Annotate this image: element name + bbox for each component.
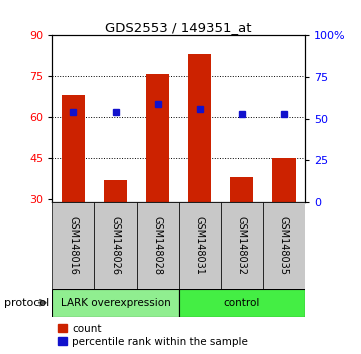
Bar bbox=[146, 74, 169, 202]
Bar bbox=[263, 202, 305, 289]
Bar bbox=[52, 202, 95, 289]
Text: GSM148031: GSM148031 bbox=[195, 216, 205, 275]
Title: GDS2553 / 149351_at: GDS2553 / 149351_at bbox=[105, 21, 252, 34]
Text: GSM148016: GSM148016 bbox=[68, 216, 78, 275]
Text: GSM148035: GSM148035 bbox=[279, 216, 289, 275]
Bar bbox=[136, 202, 179, 289]
Legend: count, percentile rank within the sample: count, percentile rank within the sample bbox=[57, 324, 248, 347]
Bar bbox=[273, 158, 296, 202]
Bar bbox=[52, 289, 179, 317]
Text: GSM148026: GSM148026 bbox=[110, 216, 121, 275]
Bar bbox=[179, 202, 221, 289]
Text: GSM148032: GSM148032 bbox=[237, 216, 247, 275]
Bar bbox=[62, 96, 85, 202]
Bar bbox=[104, 180, 127, 202]
Text: protocol: protocol bbox=[4, 298, 49, 308]
Text: control: control bbox=[224, 298, 260, 308]
Text: LARK overexpression: LARK overexpression bbox=[61, 298, 170, 308]
Bar bbox=[221, 202, 263, 289]
Text: GSM148028: GSM148028 bbox=[153, 216, 163, 275]
Bar bbox=[179, 289, 305, 317]
Bar bbox=[188, 55, 211, 202]
Bar bbox=[95, 202, 136, 289]
Bar bbox=[230, 177, 253, 202]
